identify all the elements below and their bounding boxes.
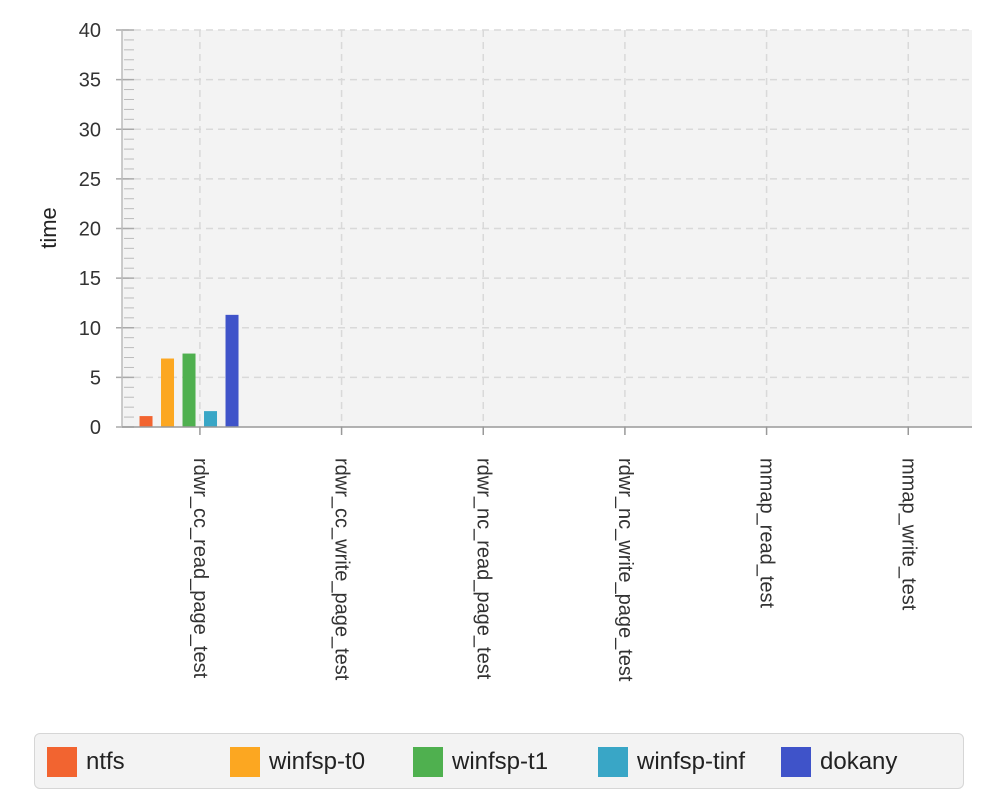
x-tick-label: rdwr_nc_read_page_test: [472, 458, 494, 680]
legend-label-winfsp-t1: winfsp-t1: [452, 748, 549, 775]
legend-swatch-ntfs: [47, 747, 77, 777]
legend-item-ntfs[interactable]: ntfs: [47, 746, 125, 778]
x-tick-label: rdwr_cc_read_page_test: [189, 458, 211, 679]
y-tick-label: 35: [79, 70, 101, 92]
bar-winfsp-tinf-rdwr_cc_read_page_test: [204, 411, 218, 427]
x-tick-label: rdwr_cc_write_page_test: [331, 458, 353, 681]
y-tick-label: 20: [79, 219, 101, 241]
bar-winfsp-t1-rdwr_cc_read_page_test: [182, 353, 196, 427]
legend-item-dokany[interactable]: dokany: [781, 746, 897, 778]
y-tick-label: 40: [79, 20, 101, 42]
y-tick-label: 5: [90, 367, 101, 389]
x-tick-label: mmap_write_test: [897, 458, 919, 611]
legend-label-dokany: dokany: [820, 748, 898, 775]
y-tick-label: 10: [79, 318, 101, 340]
y-tick-label: 0: [90, 417, 101, 439]
legend-label-winfsp-t0: winfsp-t0: [269, 748, 366, 775]
bars: [139, 314, 239, 427]
bar-ntfs-rdwr_cc_read_page_test: [139, 416, 153, 427]
y-tick-label: 30: [79, 119, 101, 141]
axes: 0 5 10 15 20 25 30 35 40: [79, 20, 972, 439]
legend-swatch-winfsp-tinf: [598, 747, 628, 777]
legend-swatch-winfsp-t0: [230, 747, 260, 777]
grid: [122, 29, 972, 427]
legend-label-ntfs: ntfs: [86, 748, 125, 775]
legend-label-winfsp-tinf: winfsp-tinf: [637, 748, 746, 775]
legend-item-winfsp-t0[interactable]: winfsp-t0: [230, 746, 365, 778]
y-axis-title: time: [36, 207, 61, 249]
bar-winfsp-t0-rdwr_cc_read_page_test: [161, 358, 175, 427]
x-tick-label: rdwr_nc_write_page_test: [614, 458, 636, 682]
y-tick-label: 25: [79, 169, 101, 191]
legend-swatch-winfsp-t1: [413, 747, 443, 777]
bar-dokany-rdwr_cc_read_page_test: [225, 314, 239, 427]
legend-item-winfsp-t1[interactable]: winfsp-t1: [413, 746, 548, 778]
legend-item-winfsp-tinf[interactable]: winfsp-tinf: [598, 746, 745, 778]
x-tick-label: mmap_read_test: [756, 458, 778, 609]
x-axis-labels: rdwr_cc_read_page_test rdwr_cc_write_page…: [189, 458, 919, 682]
legend: ntfs winfsp-t0 winfsp-t1 winfsp-tinf dok…: [34, 733, 964, 789]
y-tick-label: 15: [79, 268, 101, 290]
legend-swatch-dokany: [781, 747, 811, 777]
